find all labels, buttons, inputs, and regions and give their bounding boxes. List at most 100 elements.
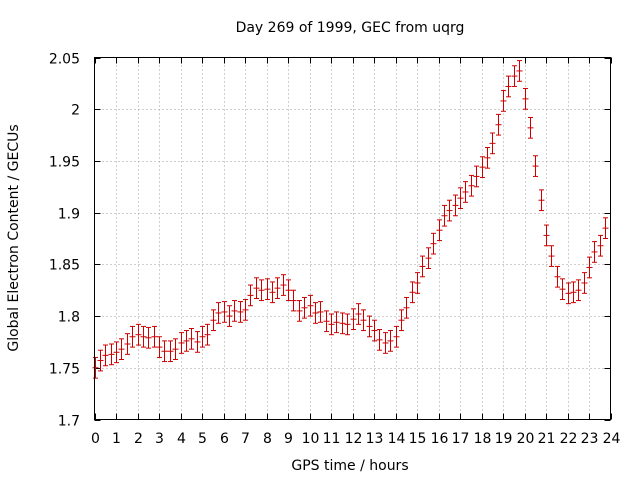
data-point bbox=[350, 308, 357, 331]
y-tick-label: 1.7 bbox=[58, 414, 80, 430]
data-point bbox=[129, 325, 136, 348]
data-point bbox=[355, 303, 362, 325]
data-point bbox=[565, 282, 572, 305]
data-point bbox=[409, 281, 416, 304]
plot-frame bbox=[94, 57, 611, 420]
x-tick-label: 8 bbox=[263, 431, 272, 447]
data-point bbox=[452, 194, 459, 217]
x-tick-label: 10 bbox=[302, 431, 320, 447]
data-point bbox=[102, 344, 109, 367]
data-point bbox=[559, 278, 566, 301]
y-tick-label: 1.85 bbox=[49, 258, 80, 274]
data-point bbox=[387, 330, 394, 352]
data-point bbox=[516, 60, 523, 82]
data-point bbox=[522, 88, 529, 110]
x-tick-label: 17 bbox=[452, 431, 470, 447]
data-point bbox=[489, 132, 496, 155]
data-point bbox=[145, 326, 152, 349]
data-point bbox=[543, 224, 550, 247]
data-point bbox=[430, 232, 437, 255]
data-point bbox=[253, 277, 260, 299]
grid bbox=[94, 57, 611, 420]
data-point bbox=[441, 204, 448, 227]
data-point bbox=[462, 181, 469, 203]
data-point bbox=[140, 325, 147, 348]
data-point bbox=[264, 278, 271, 301]
data-point bbox=[312, 302, 319, 324]
x-tick-label: 23 bbox=[581, 431, 599, 447]
x-tick-label: 3 bbox=[155, 431, 164, 447]
data-point bbox=[468, 174, 475, 197]
data-point bbox=[269, 281, 276, 304]
data-point bbox=[473, 165, 480, 188]
data-point bbox=[188, 327, 195, 350]
data-point bbox=[194, 331, 201, 353]
data-point bbox=[527, 116, 534, 139]
data-point bbox=[575, 279, 582, 302]
data-point bbox=[151, 325, 158, 348]
y-tick-label: 2.05 bbox=[49, 52, 80, 68]
data-point bbox=[398, 309, 405, 332]
data-point bbox=[360, 309, 367, 332]
data-point bbox=[591, 241, 598, 263]
data-point bbox=[586, 256, 593, 279]
data-point bbox=[210, 309, 217, 332]
data-point bbox=[376, 329, 383, 351]
x-tick-label: 1 bbox=[112, 431, 121, 447]
data-point bbox=[403, 296, 410, 319]
data-point bbox=[215, 302, 222, 324]
data-point bbox=[393, 325, 400, 348]
x-tick-label: 24 bbox=[603, 431, 621, 447]
data-point bbox=[538, 189, 545, 212]
y-tick-label: 2 bbox=[71, 103, 80, 119]
data-point bbox=[167, 340, 174, 363]
data-point bbox=[280, 274, 287, 296]
x-tick-label: 6 bbox=[220, 431, 229, 447]
x-tick-label: 13 bbox=[366, 431, 384, 447]
data-point bbox=[457, 187, 464, 210]
data-point bbox=[92, 356, 99, 379]
data-point bbox=[446, 199, 453, 222]
data-point bbox=[231, 300, 238, 322]
data-point bbox=[135, 323, 142, 346]
data-point bbox=[371, 319, 378, 342]
data-point bbox=[307, 294, 314, 317]
data-point bbox=[258, 279, 265, 302]
data-point bbox=[581, 272, 588, 294]
data-point bbox=[548, 245, 555, 267]
x-tick-label: 14 bbox=[388, 431, 406, 447]
x-tick-label: 5 bbox=[198, 431, 207, 447]
data-point bbox=[285, 279, 292, 302]
x-tick-label: 19 bbox=[495, 431, 513, 447]
y-tick-label: 1.95 bbox=[49, 155, 80, 171]
data-point bbox=[479, 156, 486, 178]
data-point bbox=[290, 289, 297, 312]
x-tick-label: 4 bbox=[177, 431, 186, 447]
x-tick-labels: 0 1 2 3 4 5 6 7 8 9 10 11 12 13 14 15 16 17 18 19 20 21 22 23 24 bbox=[91, 431, 620, 447]
data-point bbox=[124, 333, 131, 355]
data-point bbox=[425, 247, 432, 269]
data-point bbox=[500, 90, 507, 112]
data-point bbox=[344, 313, 351, 336]
ticks bbox=[94, 57, 612, 421]
y-tick-labels: 1.7 1.75 1.8 1.85 1.9 1.95 2 2.05 bbox=[49, 52, 80, 430]
data-point bbox=[323, 310, 330, 333]
data-point bbox=[161, 340, 168, 363]
data-point bbox=[118, 338, 125, 361]
data-point bbox=[296, 300, 303, 322]
y-axis-label: Global Electron Content / GECUs bbox=[6, 124, 22, 351]
data-point bbox=[495, 113, 502, 136]
data-point bbox=[226, 305, 233, 327]
data-point bbox=[204, 323, 211, 346]
data-series bbox=[92, 60, 609, 379]
data-point bbox=[178, 332, 185, 354]
x-tick-label: 7 bbox=[241, 431, 250, 447]
data-point bbox=[602, 217, 609, 239]
x-tick-label: 21 bbox=[538, 431, 556, 447]
data-point bbox=[328, 313, 335, 336]
data-point bbox=[339, 312, 346, 335]
data-point bbox=[247, 284, 254, 307]
data-point bbox=[597, 234, 604, 257]
x-tick-label: 18 bbox=[474, 431, 492, 447]
